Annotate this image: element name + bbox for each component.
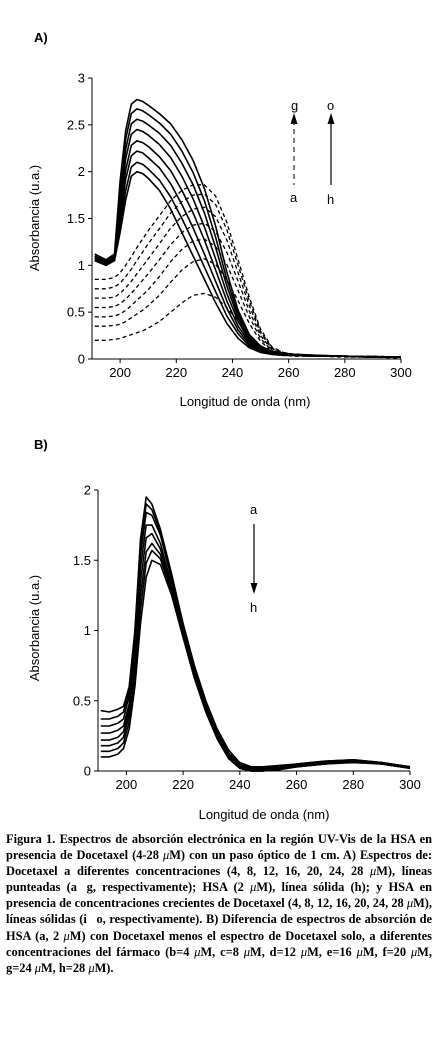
caption-segment: μ	[300, 944, 308, 959]
caption-segment: M, h=28	[40, 960, 89, 975]
series-line-solid-i	[94, 161, 401, 358]
caption-segment: M), línea sólida (h); y HSA en presencia…	[6, 880, 432, 911]
caption-segment: Espectros de absorción electrónica en la…	[6, 832, 432, 863]
panel-label-b: B)	[34, 437, 48, 452]
caption-segment: μ	[250, 880, 257, 895]
chart-b-y-tick-label: 1.5	[73, 553, 91, 568]
caption-segment: μ	[88, 960, 95, 975]
caption-segment: μ	[406, 896, 414, 911]
chart-b: B) 200 220 240 260 280 300 0 0.5 1 1.5 2 Longitud …	[27, 437, 421, 822]
chart-b-x-tick-label: 260	[286, 777, 308, 792]
caption-segment: μ	[369, 864, 377, 879]
annotation-label-a: a	[290, 190, 298, 205]
chart-a-y-tick-label: 3	[78, 71, 85, 86]
chart-b-y-tick-label: 0	[84, 764, 91, 779]
caption-segment: M), líneas punteadas (a g, respectivamen…	[6, 864, 432, 895]
series-line-solid-n	[94, 108, 401, 358]
caption-segment: M), líneas sólidas (i o, respectivamente…	[6, 896, 432, 943]
x-axis-label-a: Longitud de onda (nm)	[180, 394, 311, 409]
series-line-e	[100, 532, 411, 772]
chart-a-y-tick-label: 0	[78, 352, 85, 367]
annotation-label-o: o	[327, 98, 334, 113]
chart-b-x-tick-label: 240	[229, 777, 251, 792]
caption-segment: M, d=12	[250, 944, 301, 959]
caption-segment: M).	[94, 960, 114, 975]
annotation-label-top: a	[250, 502, 258, 517]
series-b	[100, 496, 411, 772]
y-axis-label-a: Absorbancia (u.a.)	[27, 165, 42, 271]
annotation-label-h: h	[327, 192, 334, 207]
chart-b-x-tick-label: 220	[172, 777, 194, 792]
caption-segment: μ	[410, 944, 418, 959]
chart-b-x-tick-label: 280	[342, 777, 364, 792]
x-axis-label-b: Longitud de onda (nm)	[199, 807, 330, 822]
axes-b: 200 220 240 260 280 300 0 0.5 1 1.5 2	[73, 483, 421, 793]
chart-a-x-tick-label: 240	[222, 365, 244, 380]
chart-b-y-tick-label: 2	[84, 483, 91, 498]
caption-segment: M, f=20	[362, 944, 411, 959]
series-a	[94, 98, 402, 359]
caption-segment: μ	[194, 944, 201, 959]
series-line-f	[100, 542, 411, 772]
chart-a-x-tick-label: 260	[278, 365, 300, 380]
caption-segment: μ	[356, 944, 363, 959]
chart-a-y-tick-label: 2.5	[67, 117, 85, 132]
chart-a-x-tick-label: 280	[334, 365, 356, 380]
caption-segment: Figura 1.	[6, 832, 56, 846]
chart-a-y-tick-label: 1	[78, 258, 85, 273]
annotation-arrow-b: a h	[250, 502, 258, 615]
caption-segment: μ	[243, 944, 250, 959]
chart-a-y-tick-label: 1.5	[67, 211, 85, 226]
chart-b-x-tick-label: 300	[399, 777, 421, 792]
caption-segment: μ	[63, 928, 70, 943]
series-line-dashed-b	[94, 258, 401, 358]
series-line-solid-j	[94, 150, 401, 358]
caption-segment: μ	[162, 848, 170, 863]
chart-b-y-tick-label: 1	[84, 623, 91, 638]
annotation-label-g: g	[291, 98, 298, 113]
chart-b-y-tick-label: 0.5	[73, 693, 91, 708]
chart-a: A) 200 220 240 260 280 300 0 0.5 1 1.5 2 2.5 3 Longi…	[27, 30, 412, 409]
chart-a-x-tick-label: 220	[165, 365, 187, 380]
chart-a-y-tick-label: 2	[78, 164, 85, 179]
chart-b-x-tick-label: 200	[116, 777, 138, 792]
series-line-h	[100, 559, 411, 772]
annotation-solid-arrow: o h	[327, 98, 335, 207]
caption-segment: M, g=24	[6, 944, 432, 975]
annotation-label-bottom: h	[250, 600, 257, 615]
chart-a-x-tick-label: 200	[109, 365, 131, 380]
caption-segment: M) con Docetaxel menos el espectro de Do…	[6, 928, 432, 959]
panel-label-a: A)	[34, 30, 48, 45]
caption-segment: M, e=16	[307, 944, 357, 959]
chart-a-y-tick-label: 0.5	[67, 305, 85, 320]
figure-caption: Figura 1. Espectros de absorción electró…	[6, 831, 432, 976]
y-axis-label-b: Absorbancia (u.a.)	[27, 575, 42, 681]
caption-segment: μ	[34, 960, 41, 975]
series-line-solid-o	[94, 98, 401, 358]
series-line-b	[100, 503, 411, 769]
axes-a: 200 220 240 260 280 300 0 0.5 1 1.5 2 2.5 3	[67, 71, 412, 381]
chart-a-x-tick-label: 300	[390, 365, 412, 380]
series-line-solid-h	[94, 170, 401, 358]
annotation-dashed-arrow: g a	[290, 98, 298, 205]
caption-segment: M, c=8	[200, 944, 244, 959]
series-line-dashed-a	[94, 292, 402, 359]
caption-segment: M) con un paso óptico de 1 cm. A) Espect…	[6, 848, 432, 879]
